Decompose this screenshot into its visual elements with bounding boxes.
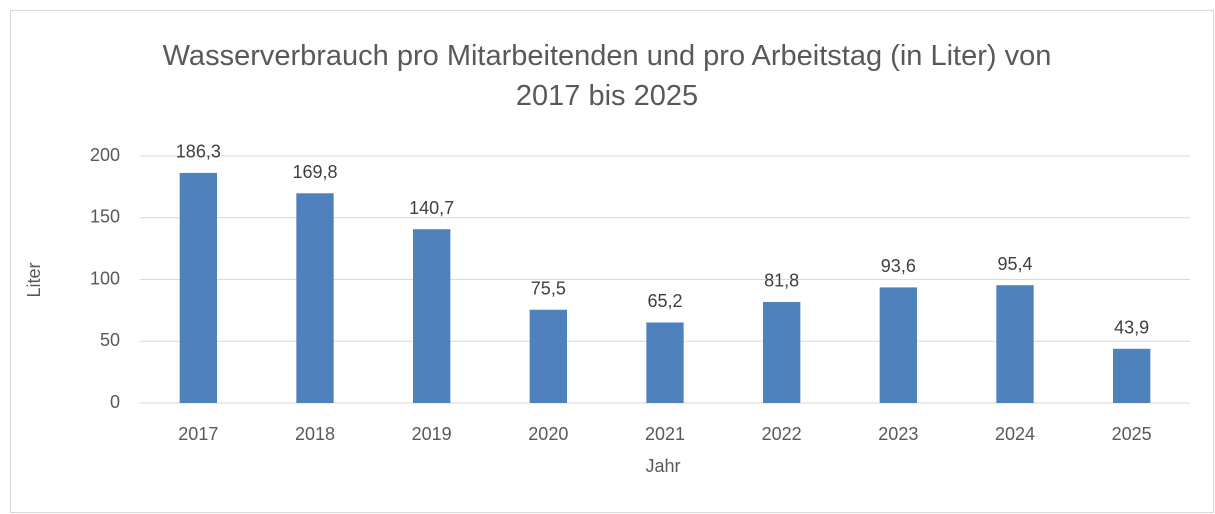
data-label: 95,4 — [997, 254, 1032, 274]
data-label: 186,3 — [176, 142, 221, 162]
data-label: 75,5 — [531, 279, 566, 299]
y-tick-label: 200 — [90, 145, 120, 165]
x-axis-label: Jahr — [645, 456, 680, 476]
x-tick-label: 2017 — [178, 424, 218, 444]
y-tick-label: 100 — [90, 268, 120, 288]
x-tick-label: 2022 — [762, 424, 802, 444]
x-tick-label: 2018 — [295, 424, 335, 444]
x-tick-label: 2024 — [995, 424, 1035, 444]
y-axis-label: Liter — [24, 262, 44, 297]
y-tick-label: 50 — [100, 330, 120, 350]
x-tick-label: 2023 — [878, 424, 918, 444]
data-label: 81,8 — [764, 271, 799, 291]
data-label: 43,9 — [1114, 318, 1149, 338]
bar — [413, 229, 451, 403]
x-tick-label: 2021 — [645, 424, 685, 444]
chart-title: Wasserverbrauch pro Mitarbeitenden und p… — [162, 40, 1052, 112]
chart-border — [10, 10, 1214, 513]
bar — [763, 301, 801, 403]
bar — [529, 309, 567, 403]
y-tick-label: 0 — [110, 392, 120, 412]
data-label: 169,8 — [292, 162, 337, 182]
bar — [179, 172, 217, 403]
x-tick-label: 2025 — [1112, 424, 1152, 444]
y-tick-label: 150 — [90, 207, 120, 227]
data-label: 140,7 — [409, 198, 454, 218]
bar — [646, 322, 684, 403]
data-label: 65,2 — [647, 291, 682, 311]
x-tick-label: 2020 — [528, 424, 568, 444]
bar — [996, 285, 1034, 403]
x-tick-label: 2019 — [412, 424, 452, 444]
bar — [879, 287, 917, 403]
bar — [296, 193, 334, 403]
bar — [1113, 348, 1151, 403]
data-label: 93,6 — [881, 256, 916, 276]
